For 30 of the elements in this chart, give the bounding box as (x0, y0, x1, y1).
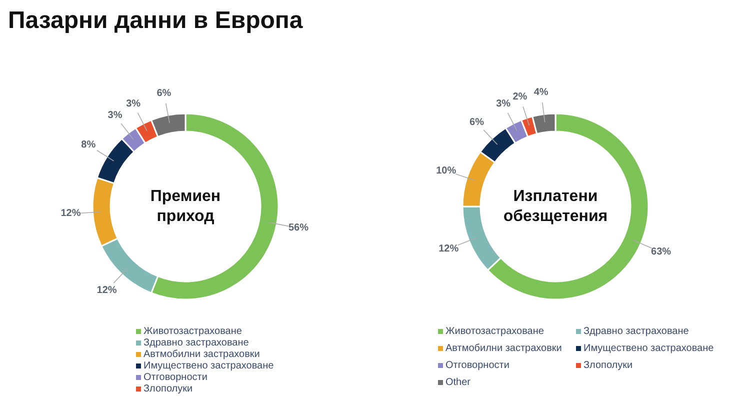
data-label: 12% (96, 284, 117, 296)
legend-label: Имуществено застраховане (584, 343, 714, 354)
legend-label: Злополуки (584, 360, 633, 371)
data-label: 8% (81, 139, 96, 150)
legend-label: Имуществено застраховане (144, 360, 274, 372)
text: Изплатени обезщетения (503, 188, 608, 225)
chart-title: Пазарни данни в Европа (8, 6, 303, 36)
legend-label: Автмобилни застраховки (446, 343, 562, 354)
legend-label: Здравно застраховане (584, 326, 690, 337)
legend-label: Автмобилни застраховки (144, 349, 260, 360)
legend-label: Отговорности (144, 372, 208, 383)
legend-label: Other (446, 377, 472, 388)
data-label: 6% (156, 88, 172, 100)
data-label: 56% (288, 222, 309, 234)
legend-label: Животозастраховане (144, 326, 242, 337)
data-label: 4% (534, 86, 548, 98)
data-label: 12% (60, 208, 81, 220)
legend-label: Животозастраховане (446, 326, 544, 337)
data-label: 10% (436, 165, 456, 176)
data-label: 3% (108, 110, 122, 122)
data-label: 12% (438, 243, 459, 254)
legend-label: Злополуки (144, 384, 193, 394)
legend-label: Здравно застраховане (144, 338, 250, 348)
data-label: 63% (651, 246, 672, 258)
legend-label: Отговорности (446, 360, 510, 371)
text: Премиен приход (150, 188, 221, 225)
data-label: 6% (470, 117, 484, 128)
data-label: 2% (512, 92, 528, 103)
data-label: 3% (126, 98, 141, 110)
data-label: 3% (496, 98, 511, 110)
